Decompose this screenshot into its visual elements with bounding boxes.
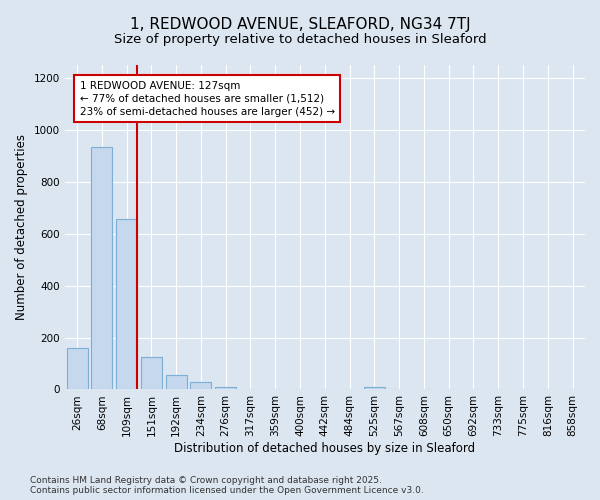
- Bar: [364, 388, 385, 390]
- Text: Contains HM Land Registry data © Crown copyright and database right 2025.
Contai: Contains HM Land Registry data © Crown c…: [30, 476, 424, 495]
- Bar: [190, 382, 211, 390]
- Y-axis label: Number of detached properties: Number of detached properties: [15, 134, 28, 320]
- Bar: [67, 348, 88, 390]
- Bar: [215, 387, 236, 390]
- Text: 1, REDWOOD AVENUE, SLEAFORD, NG34 7TJ: 1, REDWOOD AVENUE, SLEAFORD, NG34 7TJ: [130, 18, 470, 32]
- Text: Size of property relative to detached houses in Sleaford: Size of property relative to detached ho…: [113, 32, 487, 46]
- X-axis label: Distribution of detached houses by size in Sleaford: Distribution of detached houses by size …: [174, 442, 475, 455]
- Bar: [141, 357, 162, 390]
- Bar: [116, 220, 137, 390]
- Bar: [166, 374, 187, 390]
- Text: 1 REDWOOD AVENUE: 127sqm
← 77% of detached houses are smaller (1,512)
23% of sem: 1 REDWOOD AVENUE: 127sqm ← 77% of detach…: [80, 80, 335, 117]
- Bar: [91, 147, 112, 390]
